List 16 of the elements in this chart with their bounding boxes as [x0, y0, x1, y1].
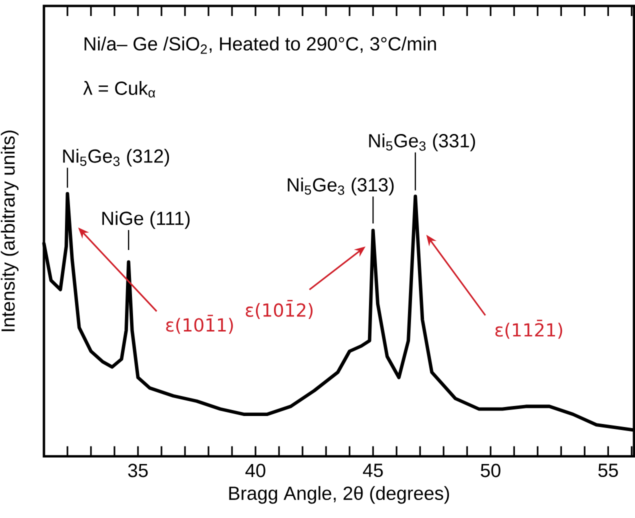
x-tick-label: 50	[480, 464, 500, 478]
x-tick-label: 35	[128, 464, 148, 478]
annotation: NiGe (111)	[102, 211, 190, 229]
annotation: ε(112̄1)	[495, 320, 562, 339]
annotation: ε(101̄2)	[246, 300, 313, 319]
x-axis-title: Bragg Angle, 2θ (degrees)	[229, 486, 449, 504]
chart-title: Ni/a– Ge /SiO$_{2}$, Heated to 290°C, 3°C/min	[84, 36, 436, 54]
x-tick-label: 45	[362, 464, 383, 477]
annotation: Ni$_{5}$Ge$_{3}$ (331)	[369, 133, 476, 152]
x-tick-label: 40	[245, 464, 266, 478]
annotation: Ni$_{5}$Ge$_{3}$ (313)	[288, 178, 394, 196]
chart-subtitle: λ = Cuk$_{α}$	[83, 80, 156, 98]
y-axis-title: Intensity (arbitrary units)	[0, 130, 19, 332]
annotation: ε(101̄1)	[166, 314, 233, 334]
annotation: Ni$_{5}$Ge$_{3}$ (312)	[63, 148, 170, 166]
x-tick-label: 55	[598, 464, 618, 477]
